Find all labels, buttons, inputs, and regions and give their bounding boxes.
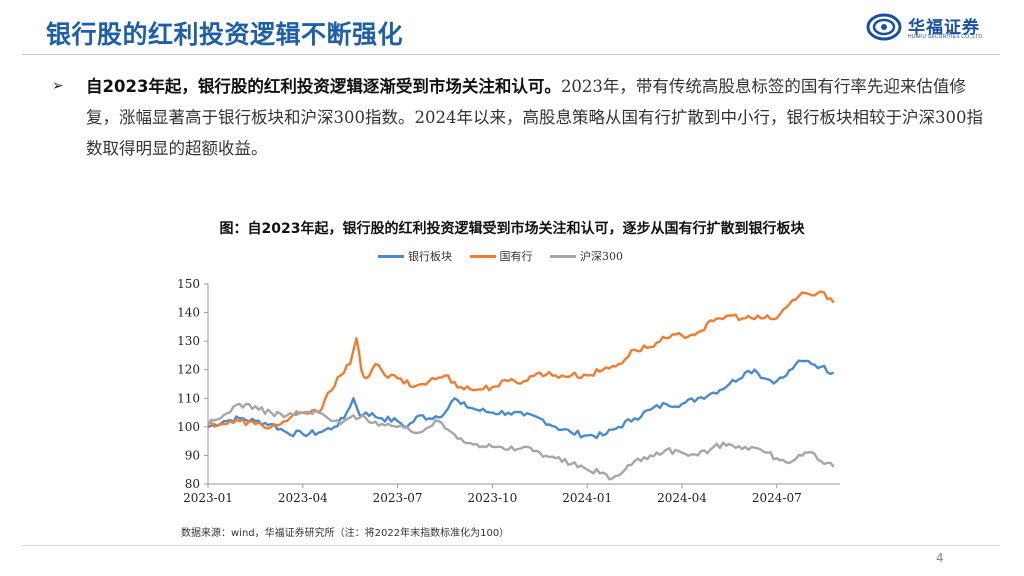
logo-text: 华福证券 — [908, 18, 980, 38]
swirl-logo-icon — [866, 13, 902, 41]
legend-swatch-hs300 — [550, 254, 576, 258]
series-line-1 — [207, 359, 835, 440]
y-tick-label: 120 — [177, 363, 200, 377]
bullet-arrow-icon: ➢ — [52, 78, 64, 94]
summary-text: 2023年，带有传统高股息标签的国有行率先迎来估值修复，涨幅显著高于银行板块和沪… — [86, 77, 983, 158]
page-number: 4 — [936, 551, 944, 565]
legend-label-state: 国有行 — [499, 250, 533, 263]
brand-logo: 华福证券 HUAFU SECURITIES CO.,LTD. — [866, 12, 996, 46]
legend-swatch-state — [469, 254, 496, 258]
summary-paragraph: 自2023年起，银行股的红利投资逻辑逐渐受到市场关注和认可。2023年，带有传统… — [86, 71, 986, 164]
x-tick-label: 2023-10 — [467, 491, 517, 505]
x-tick-label: 2023-01 — [183, 491, 233, 505]
chart-legend: 银行板块 国有行 沪深300 — [378, 248, 637, 266]
x-tick-label: 2023-04 — [278, 491, 328, 505]
summary-lead: 自2023年起，银行股的红利投资逻辑逐渐受到市场关注和认可。 — [86, 77, 561, 96]
x-tick-label: 2024-07 — [752, 491, 802, 505]
chart-title: 图：自2023年起，银行股的红利投资逻辑受到市场关注和认可，逐步从国有行扩散到银… — [219, 221, 805, 237]
legend-label-hs300: 沪深300 — [580, 250, 623, 263]
y-tick-label: 110 — [177, 391, 200, 405]
y-tick-label: 150 — [177, 277, 200, 291]
data-source-note: 数据来源：wind，华福证券研究所（注：将2022年末指数标准化为100） — [181, 528, 510, 539]
legend-item-state: 国有行 — [469, 248, 533, 264]
title-bar: 银行股的红利投资逻辑不断强化 华福证券 HUAFU SECURITIES CO.… — [0, 0, 1024, 62]
series-line-2 — [207, 290, 835, 430]
footer-divider — [22, 545, 1000, 546]
legend-swatch-bank — [378, 254, 404, 258]
y-tick-label: 130 — [177, 334, 200, 348]
legend-item-bank: 银行板块 — [378, 248, 452, 264]
logo-subtext: HUAFU SECURITIES CO.,LTD. — [908, 34, 984, 40]
legend-item-hs300: 沪深300 — [550, 248, 623, 264]
y-tick-label: 100 — [177, 420, 200, 434]
y-tick-label: 140 — [177, 306, 200, 320]
y-tick-label: 80 — [185, 477, 200, 491]
x-tick-label: 2023-07 — [373, 491, 423, 505]
legend-label-bank: 银行板块 — [408, 250, 452, 263]
line-chart: 80 90 100 110 120 130 140 150 2023-01 2023-04 2023… — [177, 277, 840, 505]
y-tick-label: 90 — [185, 448, 200, 462]
x-tick-label: 2024-04 — [657, 491, 707, 505]
series-line-3 — [207, 402, 835, 481]
title-divider — [22, 54, 1000, 55]
x-tick-label: 2024-01 — [562, 491, 612, 505]
page-title: 银行股的红利投资逻辑不断强化 — [46, 20, 404, 49]
